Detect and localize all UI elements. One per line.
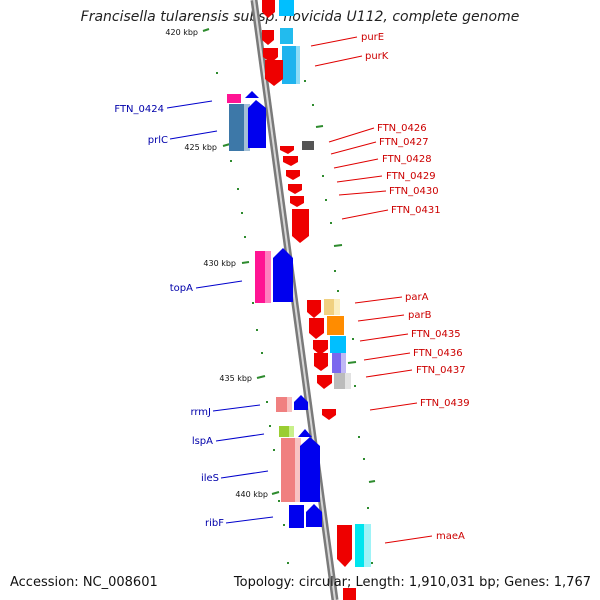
label-FTN_0431[interactable]: FTN_0431 — [391, 205, 441, 216]
label-purE[interactable]: purE — [361, 32, 384, 43]
label-rrmJ[interactable]: rrmJ — [190, 407, 211, 418]
gene-cluster-prlC — [227, 91, 266, 151]
label-topA[interactable]: topA — [170, 283, 193, 294]
label-FTN_0439[interactable]: FTN_0439 — [420, 398, 470, 409]
kbp-label-420: 420 kbp — [165, 28, 198, 37]
kbp-label-425: 425 kbp — [184, 143, 217, 152]
label-FTN_0435[interactable]: FTN_0435 — [411, 329, 461, 340]
gene-cluster-purE-purK — [262, 0, 300, 86]
map-title: Francisella tularensis subsp. novicida U… — [80, 9, 520, 25]
label-FTN_0430[interactable]: FTN_0430 — [389, 186, 439, 197]
label-FTN_0426[interactable]: FTN_0426 — [377, 123, 427, 134]
accession-text: Accession: NC_008601 — [10, 575, 158, 590]
major-ticks — [202, 28, 376, 495]
topology-text: Topology: circular; Length: 1,910,031 bp… — [233, 575, 591, 590]
gene-FTN_0439 — [322, 409, 336, 420]
label-purK[interactable]: purK — [365, 51, 389, 62]
left-label-leaders — [166, 100, 274, 524]
label-ribF[interactable]: ribF — [205, 518, 224, 529]
minor-ticks — [216, 72, 373, 564]
label-ileS[interactable]: ileS — [201, 473, 219, 484]
label-FTN_0428[interactable]: FTN_0428 — [382, 154, 432, 165]
label-maeA[interactable]: maeA — [436, 531, 465, 542]
label-FTN_0437[interactable]: FTN_0437 — [416, 365, 466, 376]
label-prlC[interactable]: prlC — [148, 135, 168, 146]
gene-topA — [255, 248, 293, 303]
right-label-leaders — [310, 36, 433, 544]
label-lspA[interactable]: lspA — [192, 436, 213, 447]
label-FTN_0429[interactable]: FTN_0429 — [386, 171, 436, 182]
label-FTN_0436[interactable]: FTN_0436 — [413, 348, 463, 359]
genome-backbone — [250, 0, 339, 600]
kbp-label-430: 430 kbp — [203, 259, 236, 268]
label-FTN_0424[interactable]: FTN_0424 — [114, 104, 164, 115]
gene-maeA — [337, 524, 371, 600]
label-parB[interactable]: parB — [408, 310, 432, 321]
kbp-label-440: 440 kbp — [235, 490, 268, 499]
label-FTN_0427[interactable]: FTN_0427 — [379, 137, 429, 148]
gene-cluster-parA-parB — [307, 299, 351, 389]
kbp-label-435: 435 kbp — [219, 374, 252, 383]
gene-cluster-ileS — [276, 395, 322, 528]
label-parA[interactable]: parA — [405, 292, 429, 303]
gene-cluster-FTN_0426-0431 — [280, 141, 314, 243]
